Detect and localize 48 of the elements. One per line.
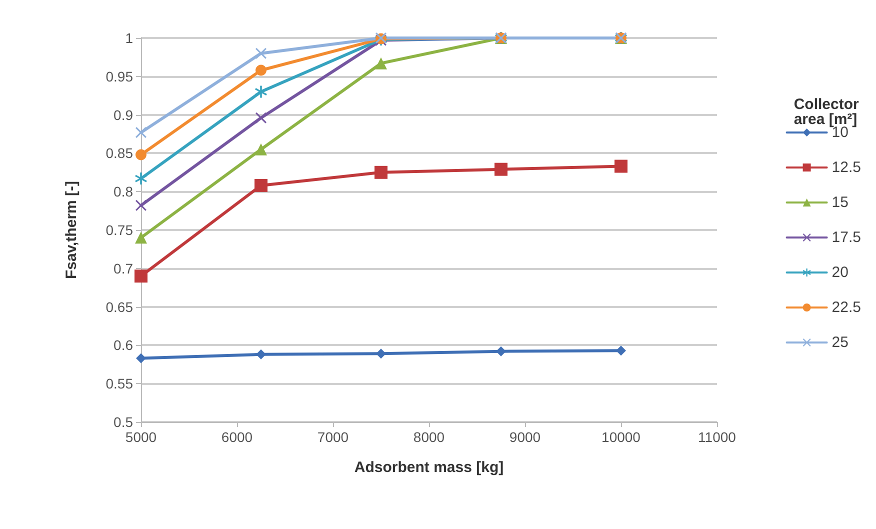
point	[256, 48, 266, 59]
y-tick-label: 0.55	[106, 376, 134, 392]
x-tick-label: 9000	[509, 429, 541, 445]
x-tick-label: 10000	[602, 429, 641, 445]
point	[256, 112, 266, 124]
y-tick-label: 1	[125, 30, 134, 46]
legend-label: 22.5	[832, 299, 862, 316]
x-tick-label: 6000	[221, 429, 253, 445]
legend-label: 25	[832, 334, 848, 351]
point	[136, 126, 146, 138]
point	[255, 143, 267, 156]
y-tick-label: 0.5	[114, 414, 134, 430]
y-tick-label: 0.95	[106, 68, 134, 84]
y-axis-title: Fsav,therm [-]	[63, 180, 80, 280]
point	[136, 200, 146, 211]
legend-label: 15	[832, 194, 848, 211]
point	[375, 57, 387, 70]
y-tick-label: 0.9	[114, 106, 134, 123]
x-tick-label: 7000	[317, 429, 349, 445]
legend-label: 20	[832, 264, 848, 281]
point	[135, 232, 147, 244]
x-tick-label: 5000	[125, 429, 157, 445]
y-tick-label: 0.6	[114, 337, 134, 354]
point	[136, 149, 146, 160]
x-axis-title: Adsorbent mass [kg]	[354, 459, 504, 476]
legend-title: Collector area [m²]	[794, 96, 864, 128]
y-tick-label: 0.75	[106, 222, 134, 238]
point	[496, 346, 506, 356]
y-tick-label: 0.85	[106, 145, 134, 162]
point	[134, 270, 148, 283]
point	[256, 349, 266, 360]
point	[255, 86, 267, 98]
point	[135, 172, 147, 185]
x-tick-label: 8000	[413, 429, 445, 445]
y-tick-label: 0.8	[114, 184, 134, 200]
point	[494, 162, 508, 176]
y-tick-label: 0.65	[106, 298, 134, 315]
point	[136, 353, 146, 364]
point	[254, 178, 268, 192]
x-tick-label: 11000	[698, 429, 736, 445]
legend-label: 12.5	[832, 159, 862, 176]
point	[256, 64, 266, 76]
point	[614, 160, 628, 173]
y-tick-label: 0.7	[114, 260, 134, 276]
point	[374, 166, 388, 179]
point	[616, 346, 626, 356]
point	[376, 348, 386, 359]
legend-label: 17.5	[832, 229, 862, 246]
